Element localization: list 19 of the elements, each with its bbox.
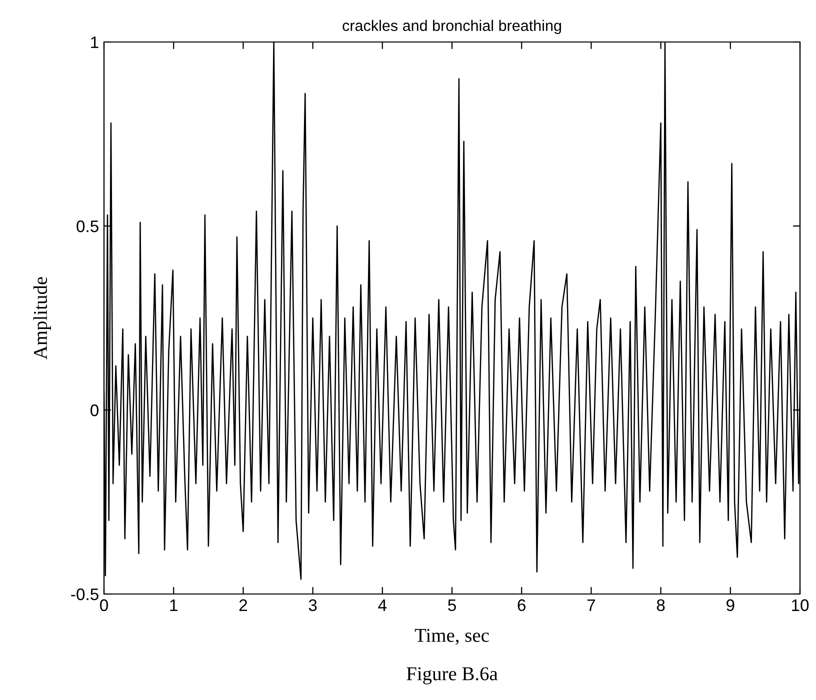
x-tick-label: 10 xyxy=(792,599,809,612)
y-tick-label: 0 xyxy=(90,404,98,416)
x-tick-label: 3 xyxy=(308,599,317,612)
y-tick-label: -0.5 xyxy=(71,588,98,600)
chart-title: crackles and bronchial breathing xyxy=(342,20,562,34)
x-tick-label: 1 xyxy=(170,599,178,611)
x-tick-label: 4 xyxy=(378,599,387,611)
x-axis-title: Time, sec xyxy=(414,628,489,645)
y-axis-title: Amplitude xyxy=(33,277,51,360)
x-tick-label: 9 xyxy=(726,599,734,612)
x-tick-label: 2 xyxy=(239,599,247,611)
text: Figure B.6a xyxy=(406,667,498,684)
x-tick-label: 0 xyxy=(100,599,108,612)
y-tick-label: 0.5 xyxy=(76,220,98,232)
x-tick-label: 6 xyxy=(518,599,526,612)
x-tick-label: 8 xyxy=(656,599,665,612)
x-tick-label: 7 xyxy=(587,599,595,611)
x-tick-label: 5 xyxy=(448,599,456,612)
y-tick-label: 1 xyxy=(91,36,98,48)
